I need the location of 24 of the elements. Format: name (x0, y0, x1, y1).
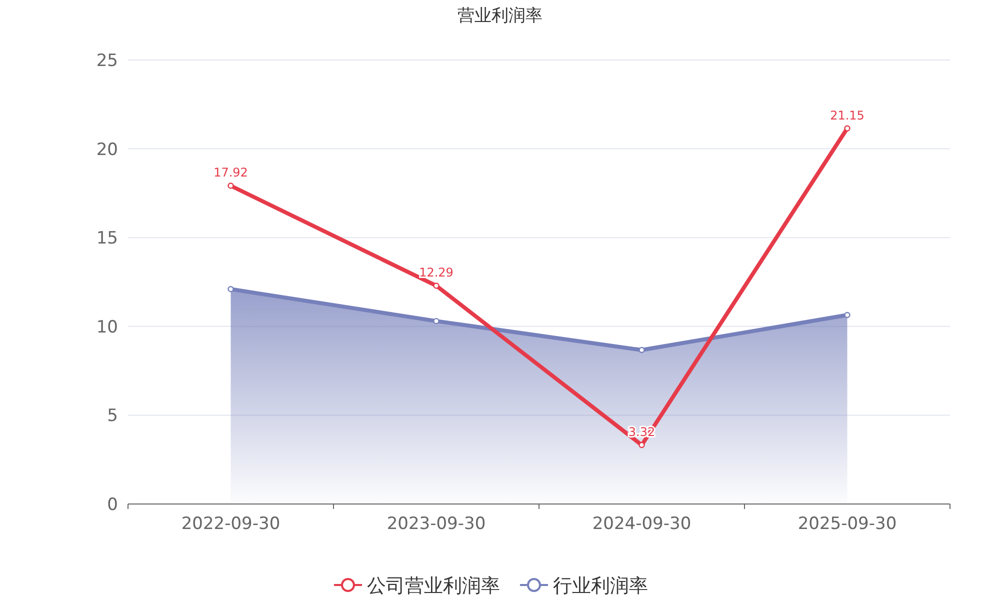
y-tick-label: 25 (96, 51, 118, 71)
point (228, 286, 234, 292)
y-tick-label: 20 (96, 140, 118, 160)
point (638, 346, 645, 354)
text: 17.92 (214, 166, 248, 180)
point (844, 125, 850, 132)
point (228, 182, 234, 189)
y-tick-label: 0 (107, 495, 118, 515)
point (638, 442, 645, 448)
point (844, 312, 850, 318)
y-tick-label: 10 (96, 317, 118, 338)
y-tick-label: 15 (96, 228, 118, 249)
point (433, 282, 440, 289)
text: 21.15 (830, 108, 864, 122)
x-tick-label: 2025-09-30 (798, 514, 897, 534)
x-tick-label: 2022-09-30 (181, 514, 280, 534)
x-tick-label: 2024-09-30 (592, 514, 692, 534)
chart-title: 营业利润率 (458, 6, 542, 26)
y-tick-label: 5 (107, 406, 118, 426)
legend-label: 公司营业利润率 (367, 575, 500, 597)
text: 12.29 (419, 266, 454, 280)
legend-label: 行业利润率 (553, 575, 648, 597)
point (433, 318, 440, 324)
x-tick-label: 2023-09-30 (386, 514, 486, 534)
